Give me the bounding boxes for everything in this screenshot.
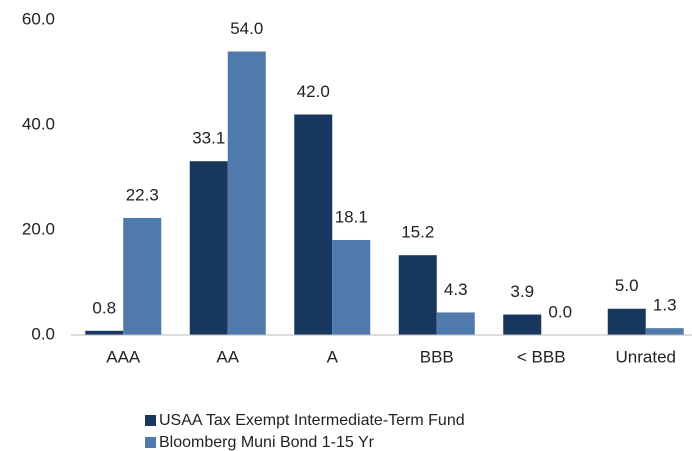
- y-tick-label: 40.0: [22, 114, 55, 133]
- data-label: 0.0: [548, 302, 572, 321]
- data-label: 22.3: [126, 185, 159, 204]
- bar: [398, 255, 437, 335]
- x-tick-label: AA: [216, 347, 239, 366]
- bar: [607, 308, 646, 335]
- x-tick-label: BBB: [420, 347, 454, 366]
- bar: [227, 51, 266, 335]
- bar: [436, 312, 475, 335]
- bar: [503, 314, 542, 335]
- bar: [189, 161, 228, 335]
- bar: [85, 330, 124, 335]
- data-label: 15.2: [401, 223, 434, 242]
- legend-label: USAA Tax Exempt Intermediate-Term Fund: [159, 412, 465, 429]
- data-label: 3.9: [510, 282, 534, 301]
- bar: [294, 114, 333, 335]
- data-label: 1.3: [653, 296, 677, 315]
- x-tick-label: < BBB: [517, 347, 566, 366]
- data-label: 5.0: [615, 276, 639, 295]
- bar: [645, 328, 684, 335]
- data-label: 54.0: [230, 19, 263, 38]
- y-tick-label: 0.0: [31, 324, 55, 343]
- legend-label: Bloomberg Muni Bond 1-15 Yr: [159, 434, 375, 451]
- legend-swatch: [145, 415, 156, 426]
- data-label: 4.3: [444, 280, 468, 299]
- y-tick-label: 60.0: [22, 9, 55, 28]
- data-label: 18.1: [335, 207, 368, 226]
- bar: [123, 217, 162, 335]
- bar: [332, 239, 371, 335]
- data-label: 0.8: [92, 298, 116, 317]
- x-tick-label: A: [327, 347, 339, 366]
- data-label: 33.1: [192, 129, 225, 148]
- data-label: 42.0: [297, 82, 330, 101]
- x-tick-label: AAA: [106, 347, 141, 366]
- legend-swatch: [145, 437, 156, 448]
- y-tick-label: 20.0: [22, 219, 55, 238]
- x-tick-label: Unrated: [616, 347, 676, 366]
